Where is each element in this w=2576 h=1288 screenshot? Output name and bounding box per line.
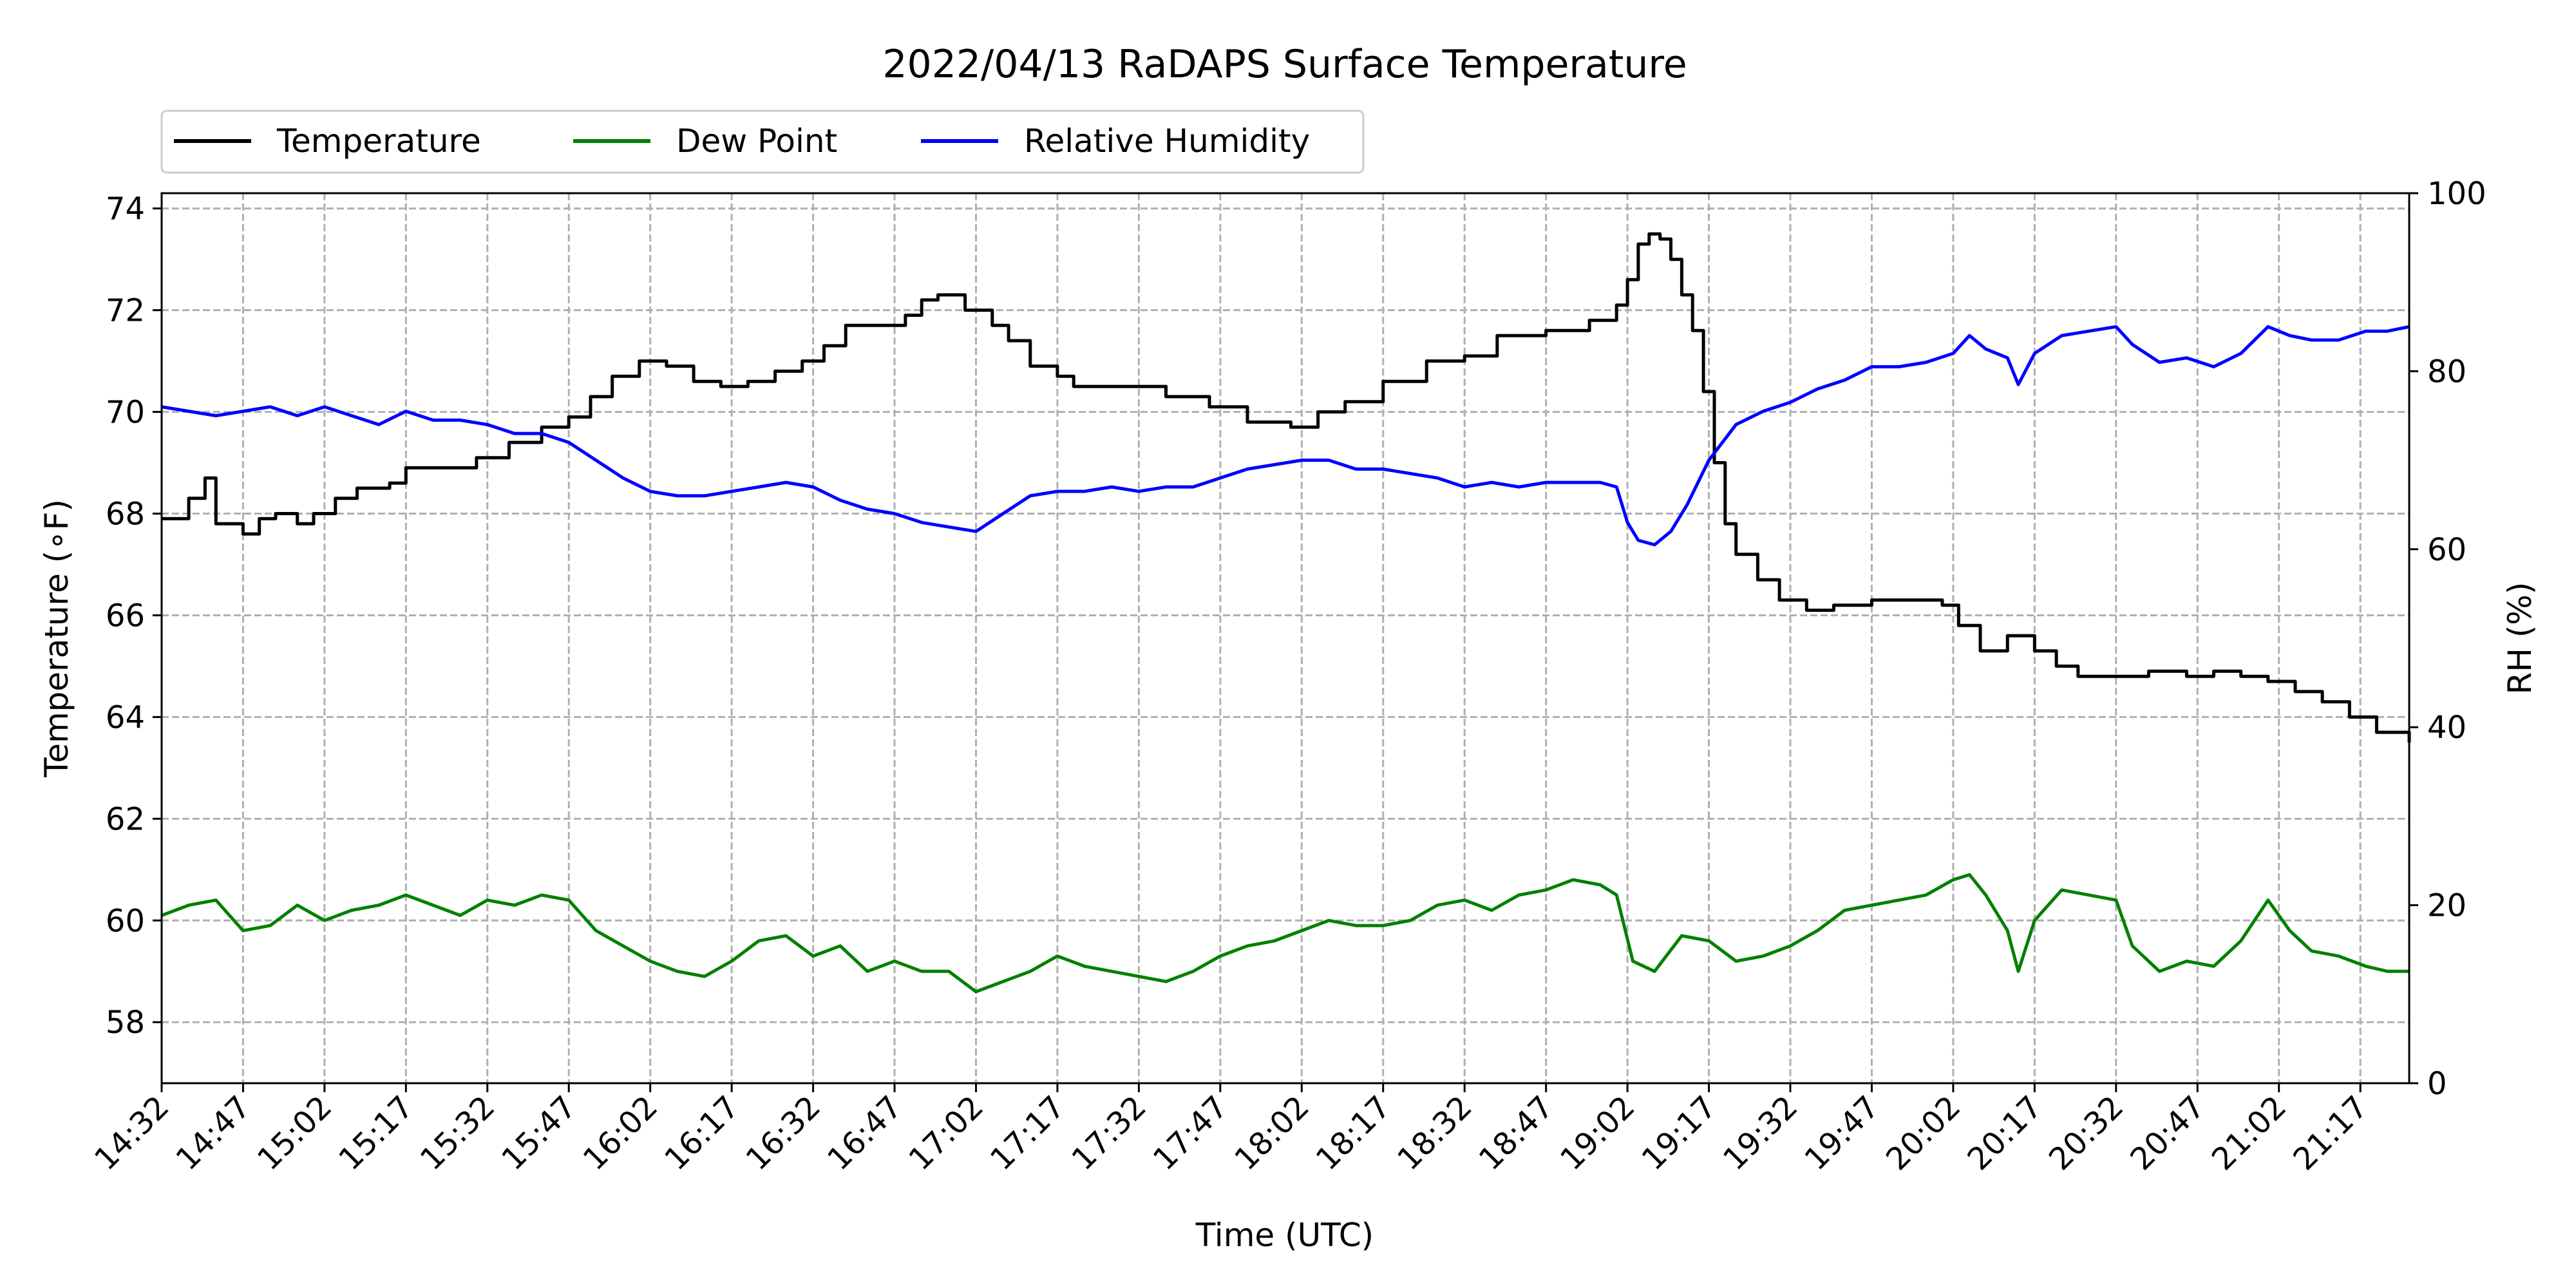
y-tick-label: 72	[106, 293, 145, 329]
plot-frame	[160, 192, 2410, 1084]
y-tick-label: 60	[106, 903, 145, 939]
y-tick-label: 58	[106, 1005, 145, 1041]
x-tick-label: 19:02	[1553, 1089, 1642, 1177]
x-tick-label: 19:47	[1798, 1089, 1886, 1177]
x-tick-label: 16:47	[820, 1089, 909, 1177]
relative-humidity-line	[161, 325, 2410, 547]
x-tick-label: 20:47	[2123, 1089, 2211, 1177]
x-tick-label: 15:02	[251, 1089, 339, 1177]
y2-tick-label: 60	[2427, 532, 2467, 568]
y-axis-label: Temperature (∘F)	[38, 499, 75, 778]
x-tick-label: 16:17	[658, 1089, 746, 1177]
y2-tick-label: 80	[2427, 354, 2467, 390]
y2-tick-label: 0	[2427, 1066, 2447, 1102]
x-tick-label: 17:32	[1065, 1089, 1153, 1177]
y-tick-label: 74	[106, 191, 145, 227]
x-axis-label: Time (UTC)	[1195, 1217, 1374, 1254]
x-tick-label: 18:32	[1390, 1089, 1479, 1177]
grid	[160, 193, 2409, 1083]
x-tick-label: 20:32	[2042, 1089, 2130, 1177]
y-tick-label: 62	[106, 801, 145, 837]
x-tick-label: 16:02	[576, 1089, 665, 1177]
x-tick-label: 18:02	[1227, 1089, 1316, 1177]
x-tick-label: 14:32	[88, 1089, 176, 1177]
x-tick-label: 17:02	[902, 1089, 990, 1177]
series-layer	[161, 232, 2411, 994]
x-tick-label: 21:02	[2205, 1089, 2293, 1177]
legend-label: Dew Point	[676, 122, 837, 160]
x-tick-label: 20:02	[1879, 1089, 1967, 1177]
chart-title: 2022/04/13 RaDAPS Surface Temperature	[882, 42, 1687, 87]
x-tick-label: 21:17	[2286, 1089, 2374, 1177]
y-axis-right: 0 20 40 60 80 100	[2409, 176, 2486, 1102]
legend-frame	[160, 109, 1365, 174]
temperature-line	[162, 232, 2411, 743]
y2-axis-label: RH (%)	[2501, 582, 2539, 695]
x-tick-label: 19:32	[1716, 1089, 1804, 1177]
x-tick-label: 16:32	[739, 1089, 828, 1177]
y-tick-label: 68	[106, 497, 145, 533]
x-tick-label: 15:47	[495, 1089, 583, 1177]
legend-label: Relative Humidity	[1024, 122, 1310, 160]
y2-tick-label: 20	[2427, 888, 2467, 924]
x-tick-label: 14:47	[169, 1089, 258, 1177]
x-tick-label: 18:17	[1309, 1089, 1397, 1177]
legend: Temperature Dew Point Relative Humidity	[160, 109, 1365, 174]
x-tick-label: 17:17	[983, 1089, 1072, 1177]
x-tick-label: 18:47	[1472, 1089, 1560, 1177]
dew-point-line	[161, 873, 2409, 994]
x-tick-label: 20:17	[1960, 1089, 2049, 1177]
y-axis-left: 58 60 62 64 66 68 70 72 74	[106, 191, 162, 1041]
y-tick-label: 64	[106, 699, 145, 735]
x-axis: 14:3214:4715:0215:1715:3215:4716:0216:17…	[88, 1083, 2375, 1177]
x-tick-label: 19:17	[1635, 1089, 1723, 1177]
x-tick-label: 15:17	[332, 1089, 420, 1177]
y-tick-label: 70	[106, 395, 145, 431]
y-tick-label: 66	[106, 598, 145, 634]
y2-tick-label: 40	[2427, 710, 2467, 746]
x-tick-label: 15:32	[413, 1089, 502, 1177]
legend-label: Temperature	[276, 122, 481, 160]
x-tick-label: 17:47	[1146, 1089, 1235, 1177]
y2-tick-label: 100	[2427, 176, 2486, 212]
